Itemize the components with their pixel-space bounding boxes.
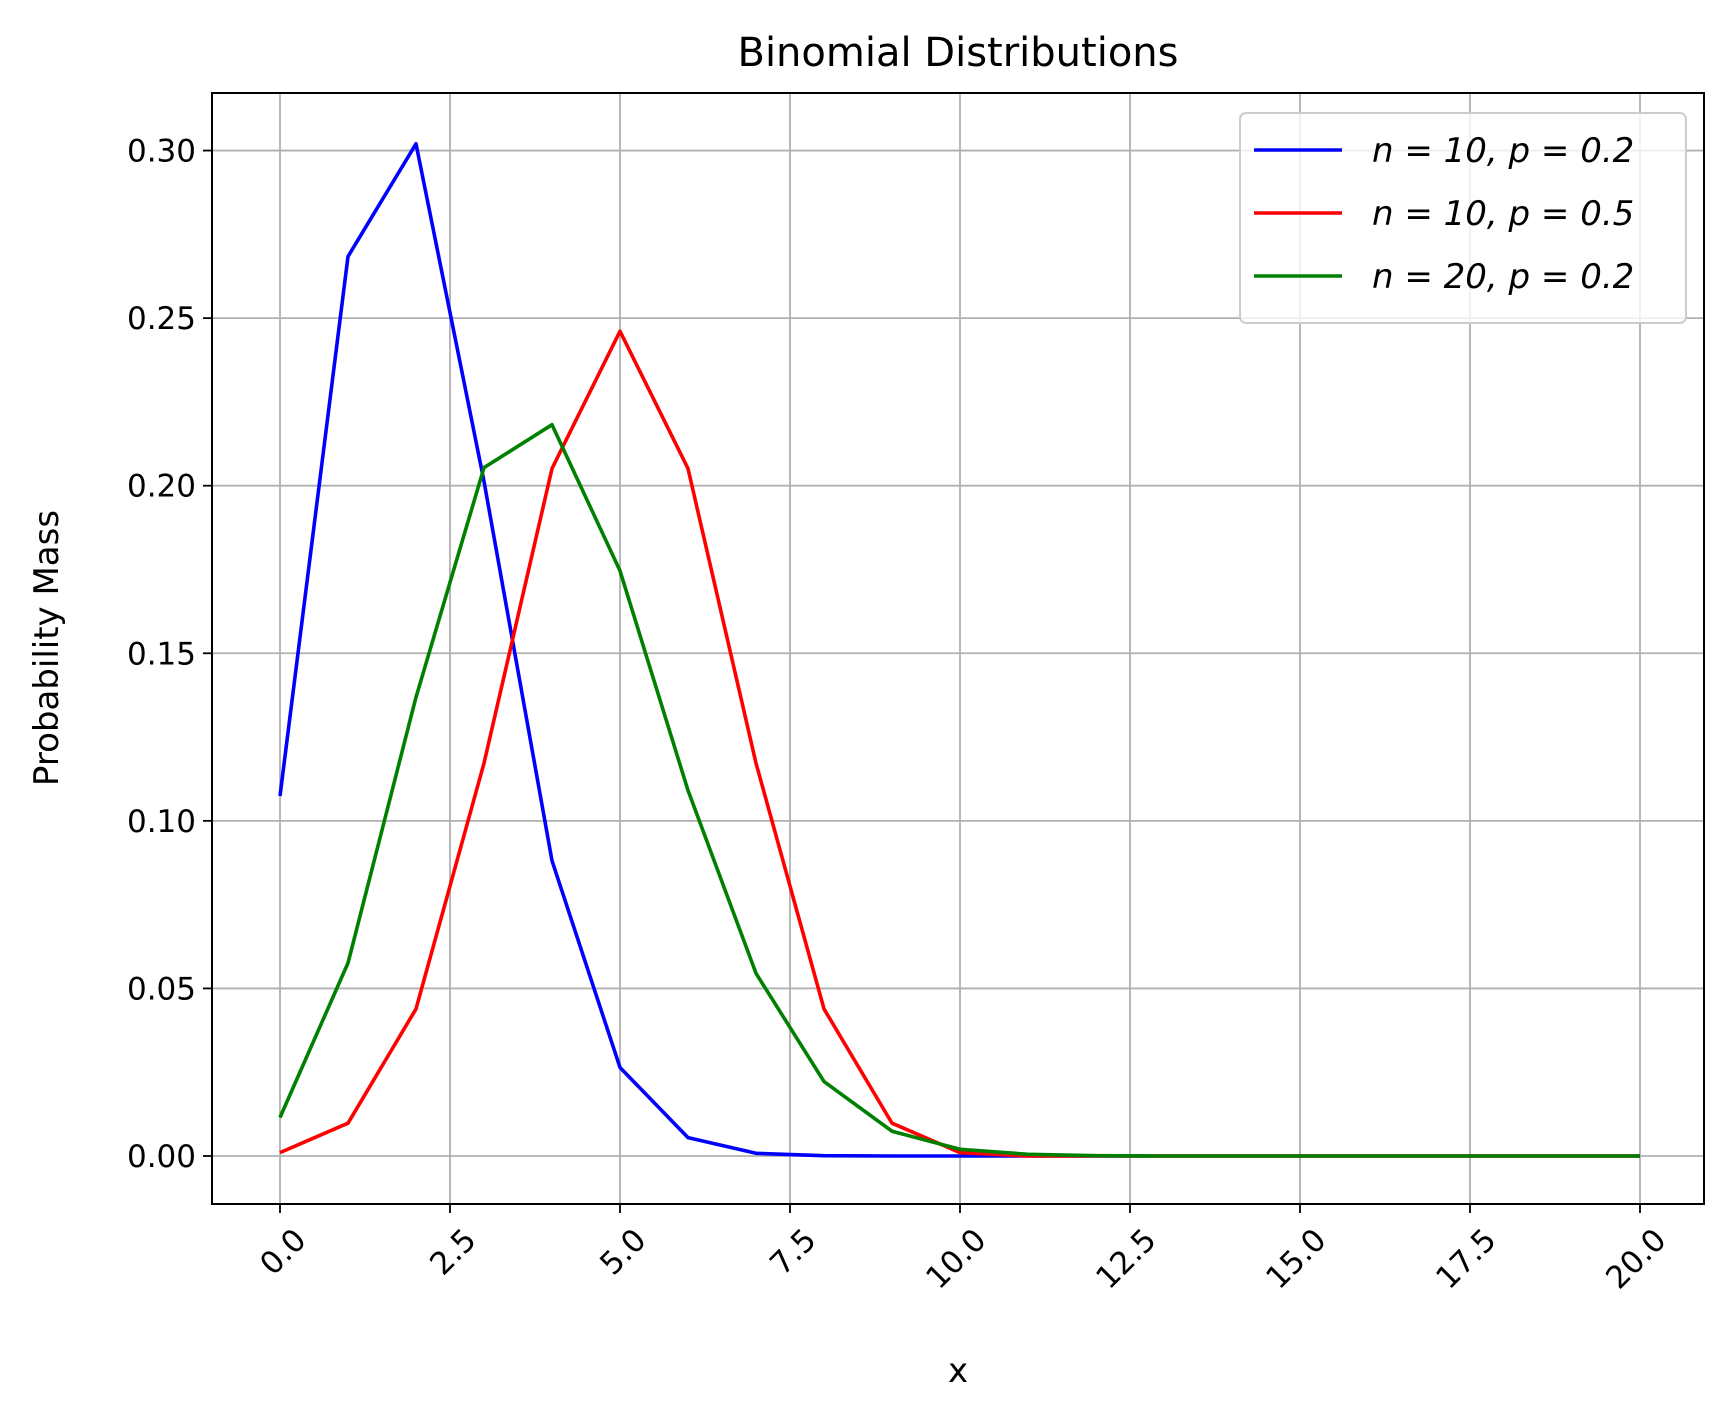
y-tick-label: 0.00 — [127, 1139, 196, 1175]
legend-label-3: n = 20, p = 0.2 — [1372, 257, 1634, 297]
y-tick-label: 0.30 — [127, 134, 196, 170]
series-line-3 — [278, 422, 1640, 1158]
y-tick-label: 0.05 — [127, 971, 196, 1007]
legend-label-1: n = 10, p = 0.2 — [1372, 131, 1634, 171]
plot-frame — [211, 92, 1705, 1205]
series-lines — [278, 142, 1640, 1158]
y-tick-label: 0.25 — [127, 301, 196, 337]
legend: n = 10, p = 0.2 n = 10, p = 0.5 n = 20, p … — [1239, 112, 1687, 324]
chart-title: Binomial Distributions — [738, 30, 1179, 76]
legend-box — [1239, 112, 1687, 324]
y-axis-label: Probability Mass — [27, 510, 67, 786]
y-tick-label: 0.20 — [127, 469, 196, 505]
y-tick-label: 0.10 — [127, 804, 196, 840]
y-tick-label: 0.15 — [127, 636, 196, 672]
legend-label-2: n = 10, p = 0.5 — [1372, 194, 1634, 234]
x-axis-label: x — [948, 1351, 968, 1391]
